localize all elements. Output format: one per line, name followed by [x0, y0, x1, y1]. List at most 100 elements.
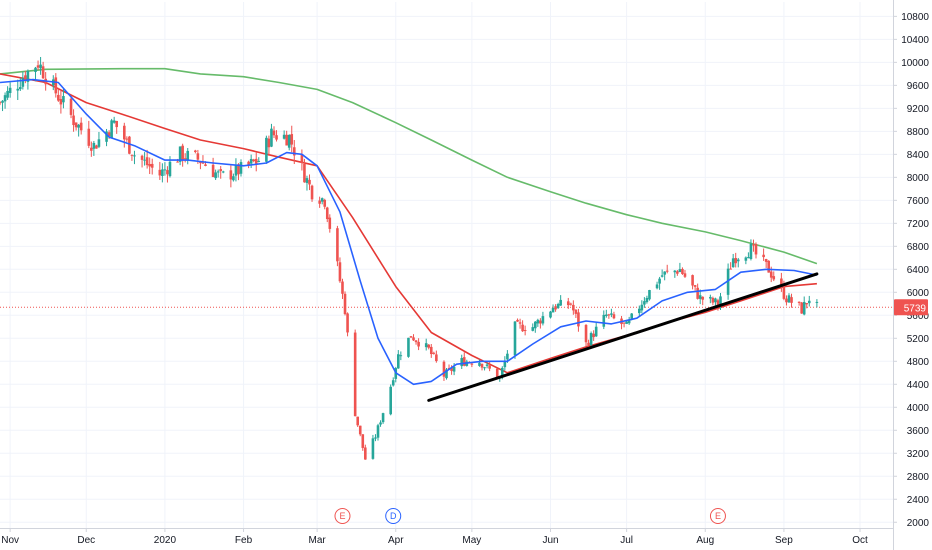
candle-body [181, 145, 184, 161]
candle-body [356, 416, 360, 426]
candle-body [90, 147, 93, 151]
candle-body [417, 341, 420, 347]
candle-body [110, 120, 113, 139]
candle-body [516, 319, 519, 322]
candle-body [300, 154, 304, 163]
candle-body [229, 170, 233, 180]
candle-body [648, 290, 651, 300]
candle-body [234, 164, 238, 176]
y-tick-label: 9600 [907, 81, 930, 92]
candle-body [237, 164, 240, 175]
candle-body [442, 361, 446, 377]
event-marker [334, 508, 351, 524]
candle-body [26, 71, 30, 82]
candle-body [0, 102, 2, 104]
candle-body [536, 319, 540, 324]
candle-body [216, 171, 220, 173]
candle-body [150, 163, 154, 168]
candle-body [485, 364, 489, 366]
candle-body [658, 278, 661, 284]
candle-body [805, 303, 809, 305]
candle-body [125, 138, 129, 140]
candle-body [376, 425, 380, 438]
candle-body [574, 309, 578, 314]
x-tick-label: Jul [620, 535, 633, 546]
candle-body [57, 94, 60, 101]
candle-body [396, 354, 400, 369]
event-marker-label: D [390, 511, 397, 521]
y-tick-label: 7600 [907, 196, 930, 207]
candle-body [452, 366, 456, 372]
candle-body [252, 159, 255, 162]
candle-body [566, 301, 570, 306]
candle-body [539, 320, 542, 324]
candle-body [379, 422, 382, 425]
candle-body [762, 254, 765, 258]
candle-body [303, 163, 306, 183]
candle-body [450, 367, 453, 371]
candle-body [678, 269, 682, 273]
candle-body [140, 155, 144, 160]
x-tick-label: Mar [308, 535, 326, 546]
candle-body [123, 125, 126, 140]
candle-body [323, 199, 327, 207]
candle-body [21, 78, 25, 87]
candle-body [69, 98, 73, 115]
candle-body [584, 325, 588, 343]
candles-group [0, 56, 819, 460]
candle-body [747, 257, 750, 259]
candle-body [6, 90, 9, 98]
candle-body [495, 368, 499, 379]
candle-body [97, 139, 101, 147]
candle-body [696, 287, 699, 299]
candle-body [407, 337, 410, 357]
candle-body [681, 268, 684, 274]
y-tick-label: 6400 [907, 265, 930, 276]
candle-body [643, 301, 646, 305]
time-axis-panel [0, 528, 893, 550]
candle-body [673, 270, 677, 273]
candle-body [168, 161, 172, 177]
trendline-group [427, 272, 819, 402]
candle-body [429, 346, 433, 355]
candle-body [328, 217, 332, 229]
candle-body [780, 278, 783, 287]
candle-body [772, 276, 776, 280]
candle-body [199, 162, 202, 164]
candle-body [645, 297, 649, 303]
candle-body [698, 295, 702, 299]
candle-body [551, 307, 555, 313]
candle-body [178, 146, 182, 162]
y-tick-label: 10400 [901, 35, 929, 46]
candle-body [130, 154, 134, 156]
y-tick-label: 4800 [907, 357, 930, 368]
last-price-label: 5739 [904, 303, 927, 314]
candle-body [533, 321, 537, 329]
x-tick-label: Oct [852, 535, 868, 546]
candle-body [79, 122, 83, 131]
candle-body [176, 161, 179, 163]
y-tick-label: 6000 [907, 288, 930, 299]
candle-body [232, 176, 235, 181]
candle-body [336, 228, 339, 262]
candle-body [161, 169, 164, 176]
candle-body [622, 322, 626, 324]
candle-body [186, 150, 190, 161]
candle-body [797, 301, 801, 303]
candle-body [663, 271, 666, 275]
candle-body [605, 314, 608, 317]
candle-body [239, 162, 243, 174]
candle-body [736, 259, 740, 262]
candle-body [8, 87, 12, 94]
candle-body [308, 179, 311, 185]
candle-body [569, 303, 573, 305]
candle-body [18, 87, 22, 90]
candle-body [353, 332, 357, 417]
candle-body [435, 354, 438, 362]
candle-body [711, 297, 715, 303]
candle-body [587, 342, 590, 346]
x-tick-label: Apr [388, 535, 404, 546]
candle-body [790, 297, 793, 303]
candle-body [676, 271, 679, 274]
candle-body [145, 157, 149, 166]
